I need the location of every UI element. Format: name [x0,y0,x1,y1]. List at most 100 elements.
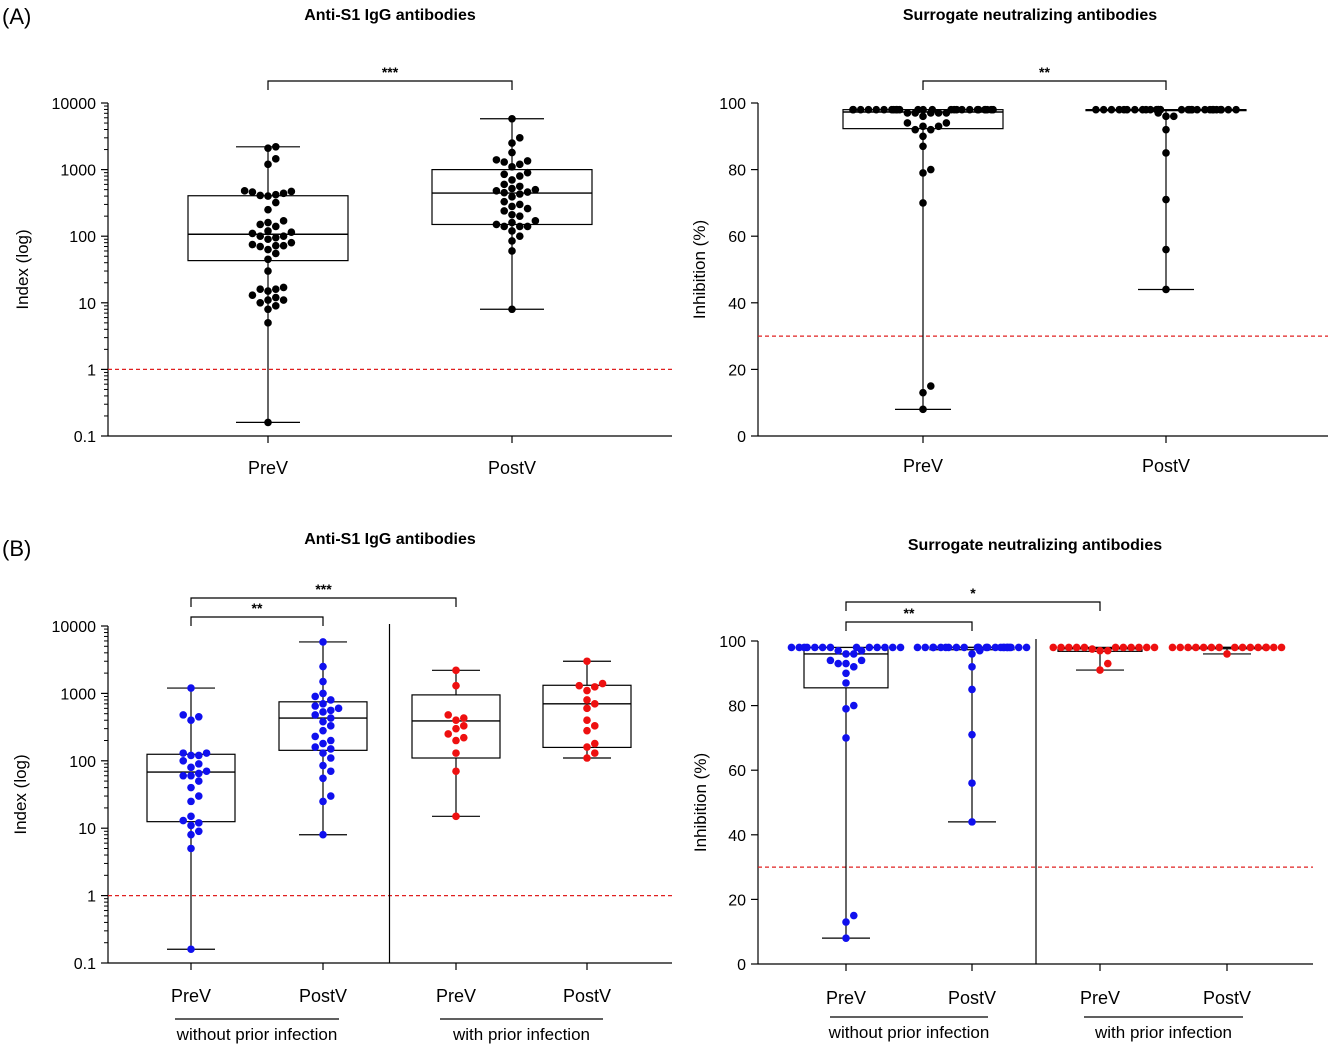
data-point [921,644,929,652]
category-label: PostV [563,986,611,1006]
data-point [187,752,195,760]
data-point [1088,645,1096,653]
data-point [452,813,460,821]
data-point [452,667,460,675]
data-point [1143,644,1151,652]
data-point [942,644,950,652]
data-point [319,718,327,726]
data-point [575,682,583,690]
data-point [800,644,808,652]
data-point [1162,149,1170,157]
data-point [897,644,905,652]
y-tick-label: 100 [719,96,746,113]
significance-bracket [191,598,456,607]
y-tick-label: 0 [737,957,746,974]
y-axis-label: Inhibition (%) [690,220,709,319]
chart-title: Anti-S1 IgG antibodies [304,7,476,24]
data-point [524,188,532,196]
data-point [591,722,599,730]
data-point [872,106,880,114]
data-point [500,198,508,206]
data-point [311,693,319,701]
y-tick-label: 10 [78,296,96,313]
data-point [919,199,927,207]
category-label: PostV [1203,988,1251,1008]
data-point [1184,106,1192,114]
category-label: PostV [299,986,347,1006]
data-point [583,754,591,762]
data-point [272,294,280,302]
data-point [1120,644,1128,652]
data-point [327,707,335,715]
data-point [327,792,335,800]
data-point [508,203,516,211]
data-point [493,156,501,164]
data-point [264,246,272,254]
data-point [452,725,460,733]
data-point [256,299,264,307]
data-point [272,191,280,199]
data-point [264,206,272,214]
data-point [264,305,272,313]
data-point [508,115,516,123]
data-point [1065,644,1073,652]
data-point [187,764,195,772]
data-point [452,749,460,757]
significance-label: ** [904,605,915,621]
data-point [953,106,961,114]
data-point [335,705,343,713]
data-point [591,683,599,691]
data-point [187,831,195,839]
data-point [919,123,927,131]
data-point [953,644,961,652]
category-label: PreV [248,458,288,478]
data-point [280,217,288,225]
data-point [179,772,187,780]
data-point [327,767,335,775]
data-point [256,192,264,200]
data-point [319,740,327,748]
data-point [1142,106,1150,114]
data-point [288,239,296,247]
chart-a-igg: Anti-S1 IgG antibodiesIndex (log)1000010… [13,7,672,478]
data-point [256,232,264,240]
data-point [827,657,835,665]
data-point [1023,644,1031,652]
data-point [241,187,249,195]
data-point [272,234,280,242]
data-point [500,171,508,179]
data-point [987,106,995,114]
data-point [264,319,272,327]
data-point [319,663,327,671]
category-label: PreV [1080,988,1120,1008]
data-point [904,119,912,127]
data-point [1232,106,1240,114]
data-point [195,752,203,760]
data-point [280,190,288,198]
data-point [256,221,264,229]
data-point [1270,644,1278,652]
data-point [1135,644,1143,652]
data-point [1162,196,1170,204]
data-point [508,227,516,235]
data-point [1092,106,1100,114]
data-point [1200,644,1208,652]
y-tick-label: 1 [87,362,96,379]
data-point [857,106,865,114]
chart-title: Surrogate neutralizing antibodies [908,537,1162,554]
data-point [249,291,257,299]
data-point [1104,660,1112,668]
group-label: with prior infection [452,1025,590,1044]
data-point [179,817,187,825]
data-point [195,770,203,778]
data-point [975,644,983,652]
y-tick-label: 10000 [52,619,97,636]
significance-label: *** [382,64,399,80]
data-point [327,754,335,762]
data-point [516,201,524,209]
data-point [319,831,327,839]
data-point [187,813,195,821]
data-point [1262,644,1270,652]
data-point [1178,106,1186,114]
data-point [264,267,272,275]
